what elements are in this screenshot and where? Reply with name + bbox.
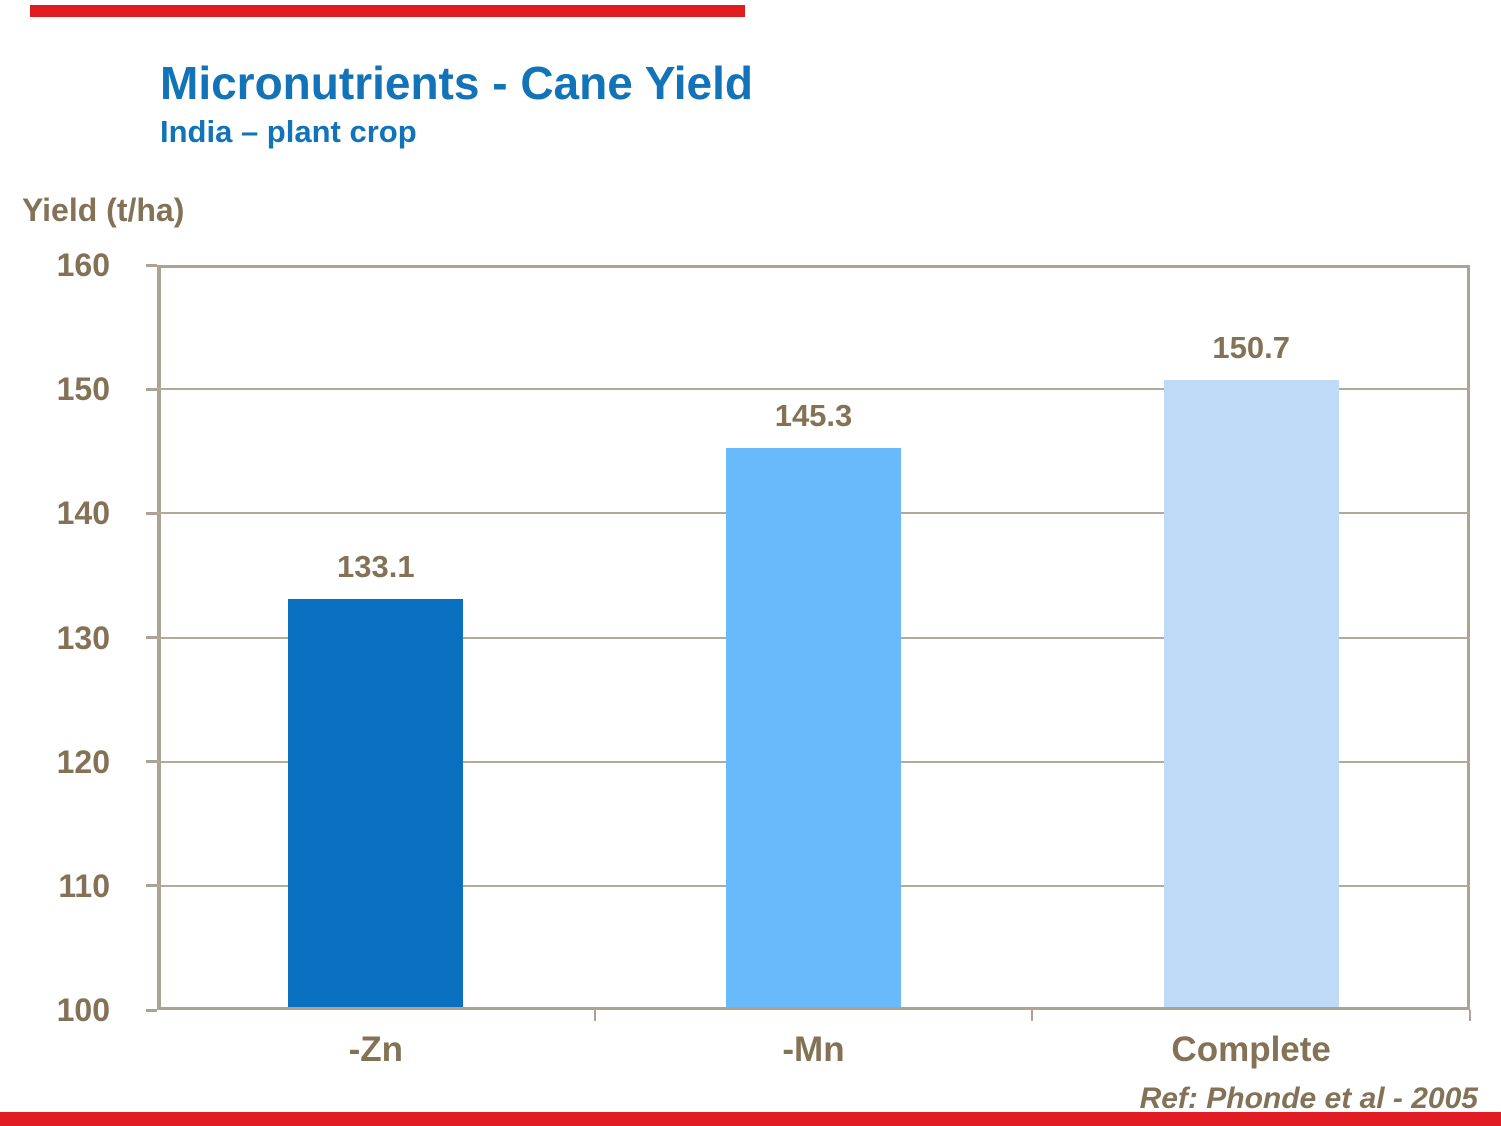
y-tick-mark-130 [146,636,157,639]
x-tick-mark-2 [1469,1010,1471,1021]
x-tick-mark-0 [593,1010,596,1021]
y-tick-label-110: 110 [58,867,110,904]
plot-frame-bottom [157,1007,1470,1010]
y-tick-mark-140 [146,511,157,515]
category-label-0: -Zn [348,1030,404,1069]
bar-zn [288,599,464,1007]
y-tick-label-140: 140 [56,495,110,532]
bottom-accent-bar [0,1112,1501,1126]
y-tick-mark-160 [146,263,157,267]
y-tick-mark-120 [146,760,157,764]
category-label-1: -Mn [782,1030,845,1069]
top-accent-bar [30,5,745,17]
y-tick-label-160: 160 [56,247,110,283]
plot-frame-top [157,265,1470,268]
bar-complete [1163,380,1339,1007]
y-tick-label-130: 130 [56,619,110,656]
gridline-150 [157,388,1470,391]
y-tick-mark-150 [146,387,157,391]
y-axis-tick-labels: 100 110 120 130 140 150 160 [0,247,132,1028]
slide-title: Micronutrients - Cane Yield [160,57,753,109]
value-label-1: 145.3 [774,397,853,433]
y-axis-title: Yield (t/ha) [22,192,185,228]
y-tick-label-120: 120 [56,743,110,780]
category-label-2: Complete [1171,1030,1331,1069]
reference-citation: Ref: Phonde et al - 2005 [1139,1082,1478,1115]
y-tick-mark-110 [146,884,157,888]
y-tick-mark-100 [146,1008,157,1012]
plot-area [157,265,1470,1010]
y-tick-label-150: 150 [56,371,110,408]
x-tick-mark-1 [1031,1010,1034,1021]
bar-mn [726,447,901,1007]
value-label-2: 150.7 [1212,330,1290,366]
slide-subtitle: India – plant crop [160,114,417,149]
value-label-0: 133.1 [337,549,415,584]
y-tick-label-100: 100 [56,992,110,1028]
